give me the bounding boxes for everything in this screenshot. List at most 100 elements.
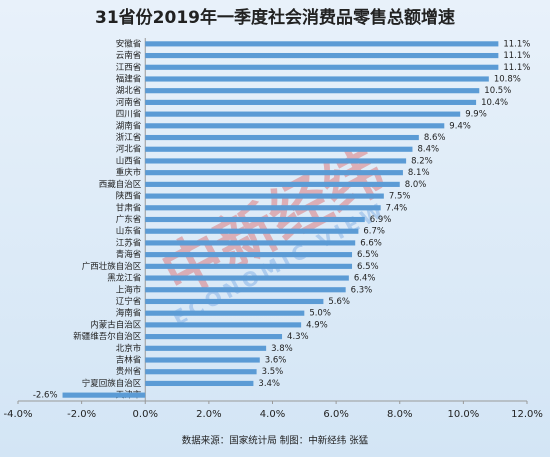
value-label: 11.1% [503,51,530,61]
bar [145,193,384,199]
bar [145,146,413,152]
y-tick-label: 江苏省 [116,237,142,248]
x-tick-label: 6.0% [323,409,348,420]
bar [145,275,349,281]
y-tick-label: 海南省 [116,308,142,319]
y-tick-label: 内蒙古自治区 [90,319,142,330]
bar [145,357,260,363]
y-tick-label: 上海市 [116,284,142,295]
bar [145,228,359,234]
x-tick-label: 8.0% [387,409,412,420]
y-tick-label: 西藏自治区 [99,179,142,190]
y-tick-label: 陕西省 [116,191,142,202]
bar [145,252,353,258]
x-tick-label: 4.0% [260,409,285,420]
y-tick-label: 湖北省 [116,85,142,96]
chart-title: 31省份2019年一季度社会消费品零售总额增速 [95,7,455,28]
bar [145,334,283,340]
x-tick-label: -2.0% [67,409,96,420]
value-label: 8.4% [417,145,439,155]
value-label: 9.9% [465,110,487,120]
value-label: 11.1% [503,63,530,73]
value-label: 8.6% [424,133,446,143]
y-tick-label: 江西省 [116,62,142,73]
bar [145,64,499,70]
value-label: 3.8% [271,344,293,354]
bar [145,298,324,305]
y-tick-label: 四川省 [116,109,142,120]
x-tick-label: 12.0% [511,409,543,420]
bar [145,158,407,164]
y-tick-label: 山东省 [116,226,142,237]
y-tick-label: 重庆市 [116,167,142,178]
value-label: 9.4% [449,121,471,131]
y-tick-label: 甘肃省 [116,202,142,213]
value-label: 6.3% [351,285,373,295]
value-label: 6.5% [357,262,379,272]
value-label: 6.7% [363,227,385,237]
y-tick-label: 浙江省 [116,132,142,143]
bar [145,170,403,176]
value-label: 8.0% [405,180,427,190]
value-label: 5.6% [328,297,350,307]
value-label: 6.6% [360,238,382,248]
bar [145,205,381,211]
bar [145,134,419,141]
value-label: 6.4% [354,274,376,284]
bar [145,88,480,94]
bar [145,287,346,293]
value-label: -2.6% [33,391,58,401]
value-label: 6.5% [357,250,379,260]
y-tick-label: 宁夏回族自治区 [82,378,142,389]
y-tick-label: 福建省 [116,73,142,84]
value-label: 6.9% [370,215,392,225]
y-tick-label: 湖南省 [116,120,142,131]
value-label: 3.5% [262,367,284,377]
value-label: 5.0% [309,309,331,319]
bar [145,99,477,105]
y-tick-label: 广西壮族自治区 [82,261,142,272]
value-label: 11.1% [503,39,530,49]
y-tick-label: 广东省 [116,214,142,225]
bar [145,76,489,82]
y-tick-label: 河北省 [116,144,142,155]
y-tick-label: 贵州省 [116,366,142,377]
source-note: 数据来源：国家统计局 制图：中新经纬 张猛 [182,435,369,447]
value-label: 3.6% [265,356,287,366]
x-tick-label: -4.0% [3,409,32,420]
value-label: 3.4% [258,379,280,389]
value-label: 8.2% [411,156,433,166]
y-tick-label: 新疆维吾尔自治区 [73,331,142,342]
y-tick-label: 河南省 [116,97,142,108]
y-tick-label: 黑龙江省 [107,273,142,284]
y-tick-label: 山西省 [116,155,142,166]
y-tick-label: 云南省 [116,50,142,61]
bar [145,345,267,351]
x-tick-label: 2.0% [196,409,221,420]
x-tick-label: 0.0% [133,409,158,420]
value-label: 10.4% [481,98,508,108]
value-label: 8.1% [408,168,430,178]
bar [145,181,400,187]
bar [145,240,356,246]
y-tick-label: 安徽省 [116,38,142,49]
y-tick-label: 吉林省 [116,355,142,366]
value-label: 10.8% [494,74,521,84]
bar [145,111,461,117]
x-tick-label: 10.0% [447,409,479,420]
value-label: 4.3% [287,332,309,342]
value-label: 10.5% [484,86,511,96]
bar [145,263,353,269]
bar [145,322,302,328]
bar [145,216,365,223]
bar [145,310,305,316]
bar [62,392,146,398]
bar [145,369,257,375]
bar [145,380,254,387]
y-tick-label: 辽宁省 [116,296,142,307]
value-label: 4.9% [306,320,328,330]
bar [145,52,499,59]
y-tick-label: 青海省 [116,249,142,260]
